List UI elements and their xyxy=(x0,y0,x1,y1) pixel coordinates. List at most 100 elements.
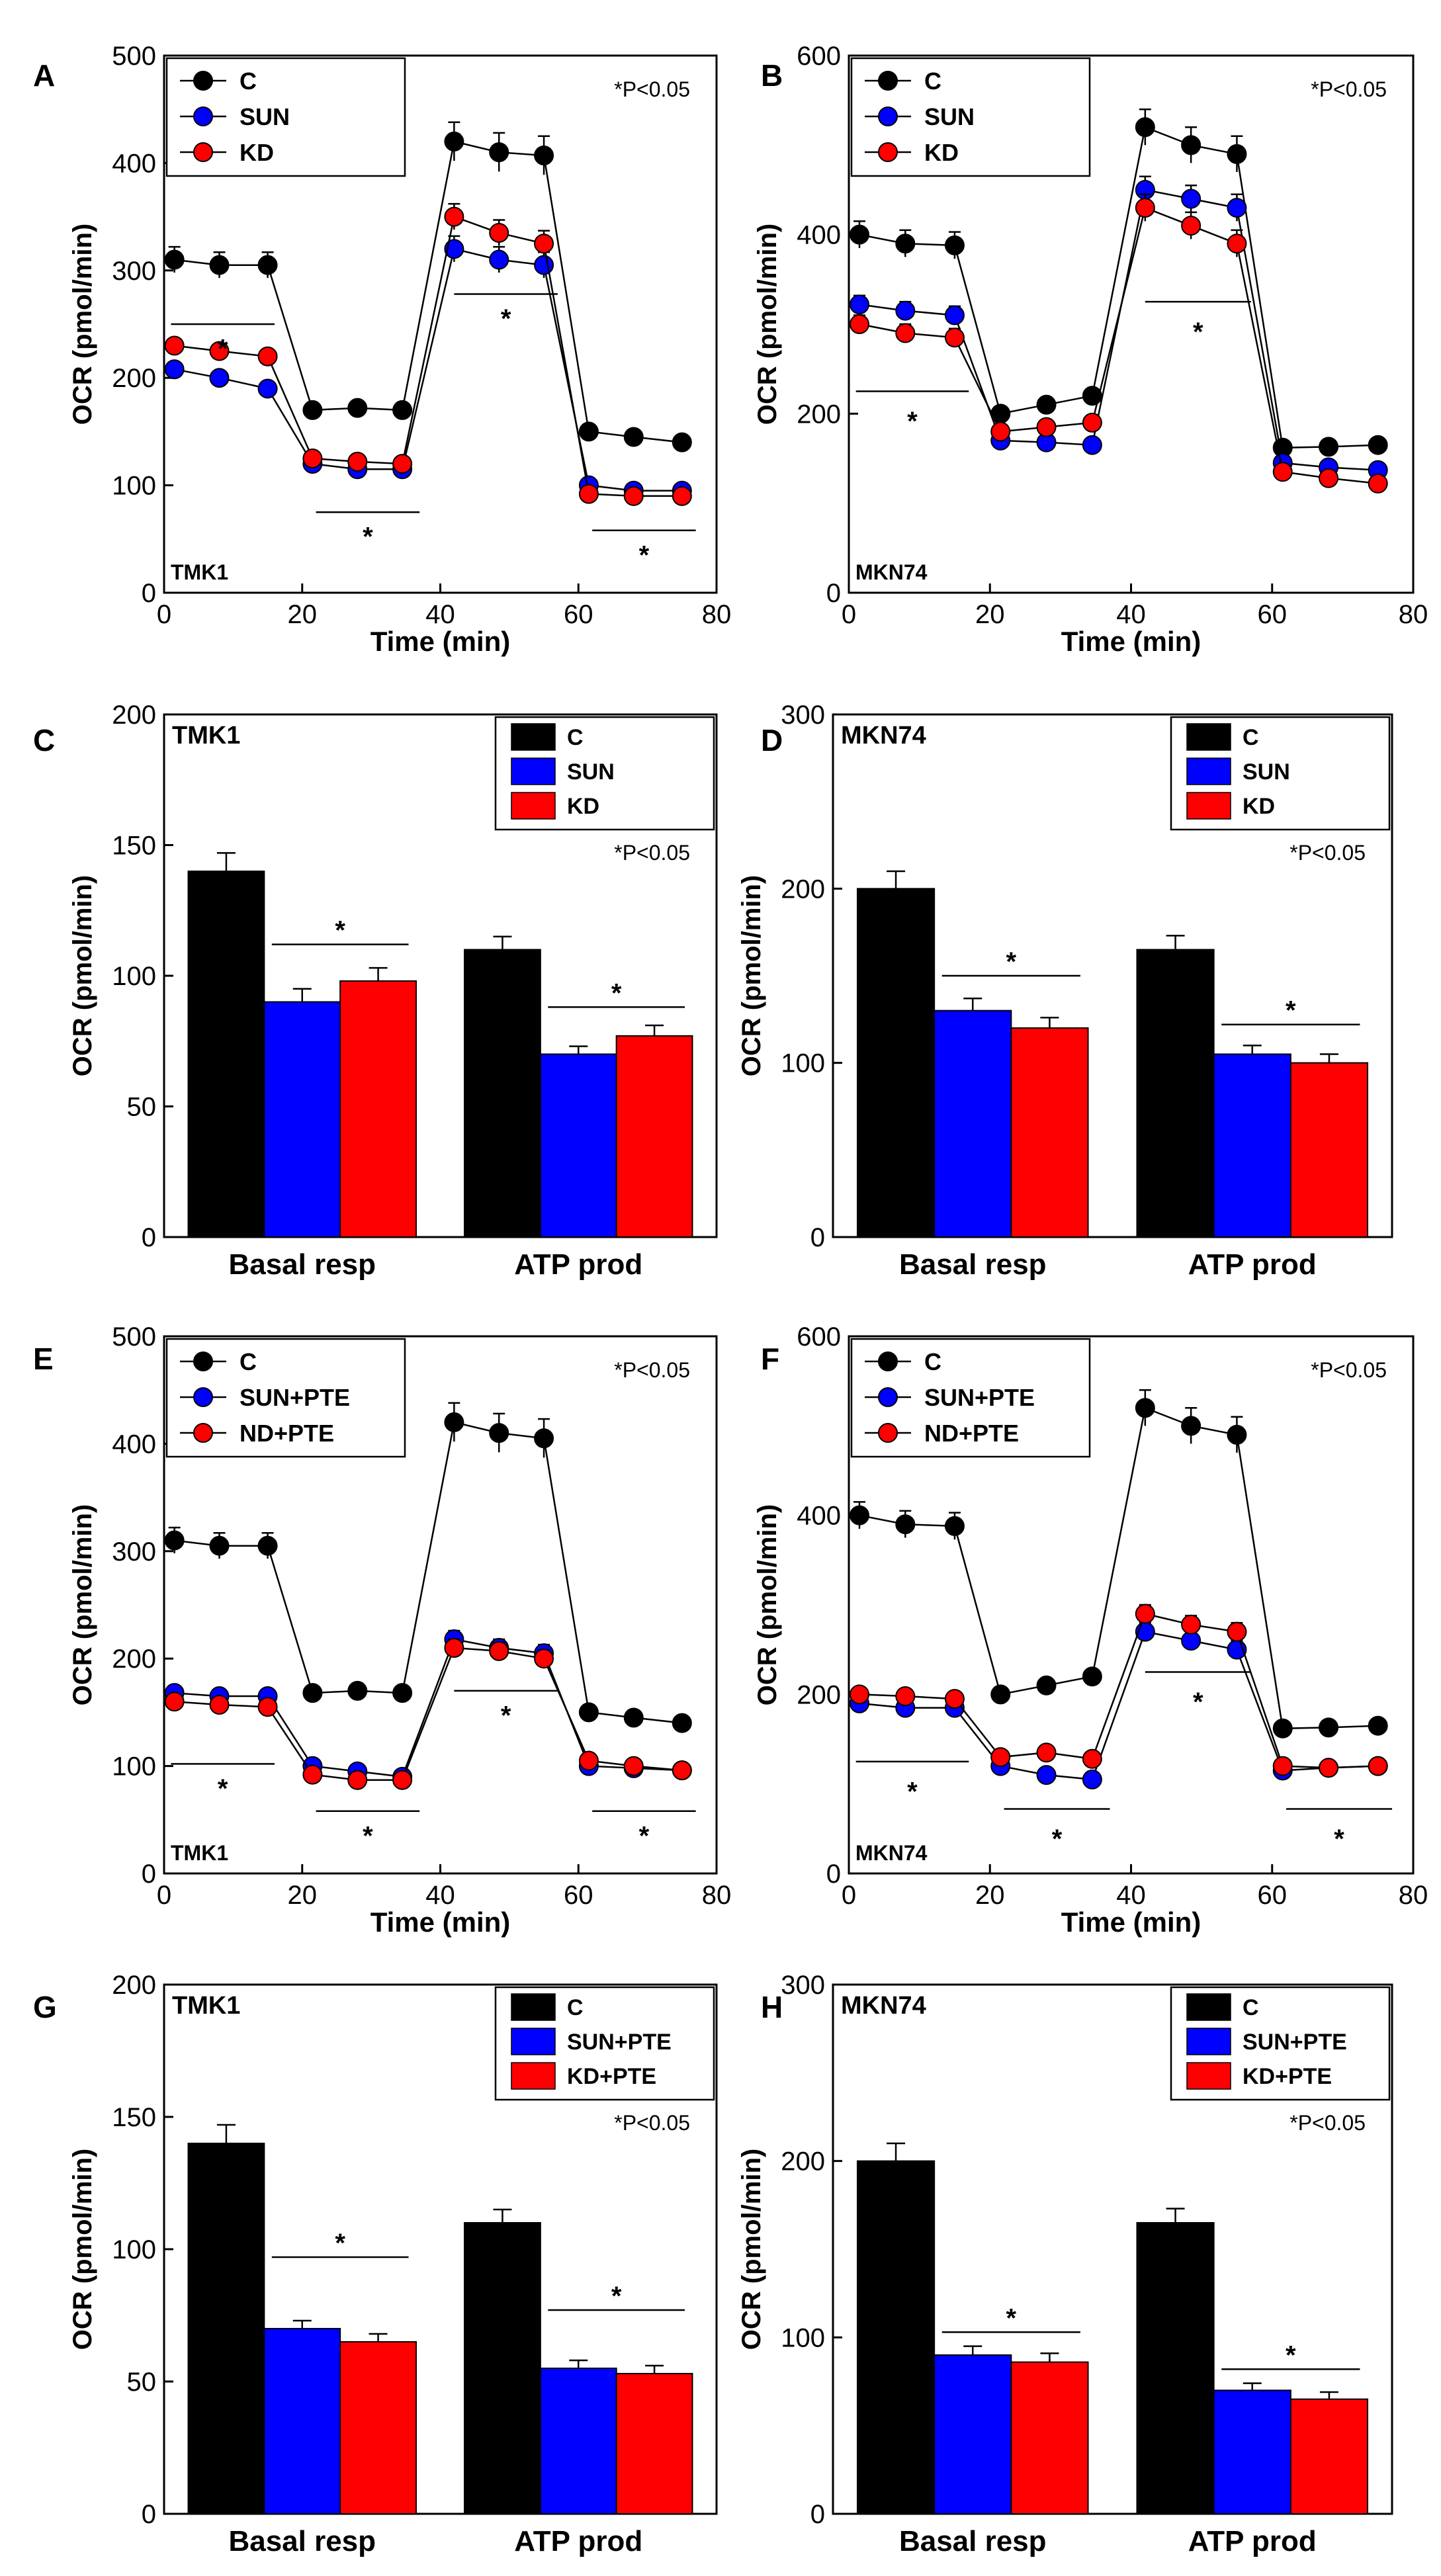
x-category-label: Basal resp xyxy=(228,1248,376,1281)
data-point xyxy=(209,1695,230,1715)
bar xyxy=(187,871,265,1238)
y-axis-label: OCR (pmol/min) xyxy=(68,2149,97,2350)
bar xyxy=(539,1053,617,1238)
data-point xyxy=(578,1702,599,1723)
data-point xyxy=(1272,1718,1293,1739)
cell-line-label: MKN74 xyxy=(841,722,926,750)
data-point xyxy=(164,249,185,270)
data-point xyxy=(489,1641,509,1661)
data-point xyxy=(1227,1621,1247,1642)
data-point xyxy=(1082,386,1102,406)
legend: C SUN+PTE ND+PTE xyxy=(850,1338,1091,1458)
data-point xyxy=(347,1680,368,1701)
x-tick-label: 80 xyxy=(702,1881,732,1910)
data-point xyxy=(209,368,230,388)
data-point xyxy=(489,249,509,270)
y-tick-label: 300 xyxy=(781,1971,825,2000)
data-point xyxy=(944,1516,965,1536)
bar xyxy=(1213,1053,1291,1238)
data-point xyxy=(1227,234,1247,254)
data-point xyxy=(578,1750,599,1771)
series-kd xyxy=(849,193,1388,494)
legend-label: C xyxy=(240,1348,257,1375)
data-point xyxy=(489,142,509,163)
cell-line-label: MKN74 xyxy=(855,560,928,584)
bar xyxy=(856,2160,936,2515)
plot-frame xyxy=(832,713,1393,1238)
data-point xyxy=(489,1423,509,1443)
y-tick-label: 200 xyxy=(797,1680,841,1709)
significance-star: * xyxy=(363,1821,373,1850)
data-point xyxy=(1036,417,1057,437)
data-point xyxy=(257,378,278,399)
bar xyxy=(339,2341,417,2514)
data-point xyxy=(257,346,278,366)
series-c xyxy=(849,1389,1388,1739)
legend: C SUN+PTE KD+PTE xyxy=(1170,1986,1391,2101)
data-point xyxy=(302,449,323,468)
significance-note: *P<0.05 xyxy=(614,2111,690,2135)
x-tick-label: 60 xyxy=(1258,600,1288,629)
y-axis-label: OCR (pmol/min) xyxy=(753,1504,782,1705)
y-tick-label: 300 xyxy=(781,701,825,730)
legend: C SUN KD xyxy=(165,57,406,177)
data-point xyxy=(990,421,1011,442)
data-point xyxy=(1135,1604,1155,1624)
series-nd-pte xyxy=(164,1637,692,1790)
legend-marker xyxy=(878,107,898,126)
legend-label: ND+PTE xyxy=(240,1420,334,1447)
data-point xyxy=(164,335,185,356)
legend-swatch xyxy=(1186,757,1231,785)
data-point xyxy=(672,1760,692,1781)
x-axis-label: Time (min) xyxy=(371,626,511,657)
significance-star: * xyxy=(639,1821,650,1850)
legend: C SUN KD xyxy=(1170,716,1391,831)
legend-swatch xyxy=(1186,2028,1231,2055)
significance-star: * xyxy=(1193,1688,1203,1717)
data-point xyxy=(534,1428,554,1449)
legend-label: SUN xyxy=(924,103,975,130)
significance-star: * xyxy=(218,1774,228,1803)
legend-label: C xyxy=(924,1348,941,1375)
data-point xyxy=(209,1535,230,1556)
series-c xyxy=(164,121,692,452)
data-point xyxy=(1036,394,1057,415)
significance-star: * xyxy=(218,334,228,363)
data-point xyxy=(257,255,278,275)
series-sun xyxy=(849,175,1388,480)
legend-swatch xyxy=(511,2062,556,2090)
y-tick-label: 300 xyxy=(112,1537,156,1567)
legend: C SUN+PTE KD+PTE xyxy=(494,1986,715,2101)
y-tick-label: 200 xyxy=(781,2147,825,2176)
data-point xyxy=(302,400,323,420)
data-point xyxy=(444,1637,464,1658)
bar xyxy=(339,980,417,1238)
data-point xyxy=(672,486,692,506)
data-point xyxy=(1036,1675,1057,1696)
data-point xyxy=(1319,437,1339,457)
data-point xyxy=(444,131,464,151)
data-point xyxy=(1082,1769,1102,1789)
panel-letter: C xyxy=(33,723,55,757)
series-sun-pte xyxy=(849,1621,1388,1789)
data-point xyxy=(164,359,185,380)
data-point xyxy=(1135,1398,1155,1418)
data-point xyxy=(578,484,599,504)
y-tick-label: 0 xyxy=(826,579,841,608)
legend-marker xyxy=(193,142,213,162)
legend-marker xyxy=(193,1387,213,1407)
y-tick-label: 0 xyxy=(142,2500,156,2529)
legend-label: SUN+PTE xyxy=(240,1384,350,1411)
data-point xyxy=(1181,1614,1201,1635)
significance-note: *P<0.05 xyxy=(614,77,690,101)
data-point xyxy=(392,400,413,420)
bar xyxy=(464,949,541,1238)
legend: C SUN+PTE ND+PTE xyxy=(165,1338,406,1458)
data-point xyxy=(1227,144,1247,164)
legend-marker xyxy=(193,107,213,126)
data-point xyxy=(1181,216,1201,236)
legend-marker xyxy=(878,71,898,91)
x-tick-label: 0 xyxy=(842,600,856,629)
bar xyxy=(856,888,936,1238)
